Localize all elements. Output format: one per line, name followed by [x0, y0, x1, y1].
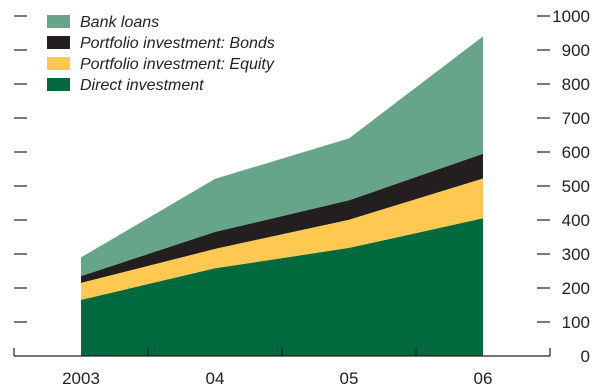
- legend-label-bank-loans: Bank loans: [80, 14, 159, 31]
- y-tick-label: 200: [562, 279, 590, 298]
- legend-swatch-portfolio-investment-equity: [47, 57, 70, 70]
- legend-label-direct-investment: Direct investment: [80, 77, 204, 94]
- area-portfolio-investment-bonds: [81, 153, 483, 283]
- area-direct-investment: [81, 218, 483, 356]
- area-bank-loans: [81, 36, 483, 277]
- x-tick-label: 05: [340, 369, 359, 388]
- y-tick-label: 0: [581, 347, 590, 366]
- legend-swatch-portfolio-investment-bonds: [47, 36, 70, 49]
- x-tick-label: 2003: [62, 369, 100, 388]
- area-series-group: [81, 36, 483, 356]
- y-tick-label: 900: [562, 41, 590, 60]
- legend-swatch-bank-loans: [47, 15, 70, 28]
- legend-label-portfolio-investment-bonds: Portfolio investment: Bonds: [80, 35, 275, 52]
- y-tick-label: 100: [562, 313, 590, 332]
- legend: Bank loans Portfolio investment: Bonds Por…: [47, 14, 275, 94]
- y-tick-label: 500: [562, 177, 590, 196]
- y-tick-label: 300: [562, 245, 590, 264]
- y-tick-label: 400: [562, 211, 590, 230]
- y-tick-label: 600: [562, 143, 590, 162]
- y-tick-label: 700: [562, 109, 590, 128]
- axes-group: 2003 04 05 06 0 100 200 300 400 500 600 700 800 900 10…: [13, 7, 590, 388]
- legend-swatch-direct-investment: [47, 78, 70, 91]
- x-tick-label: 06: [474, 369, 493, 388]
- x-tick-label: 04: [206, 369, 225, 388]
- y-tick-label: 1000: [552, 7, 590, 26]
- y-tick-label: 800: [562, 75, 590, 94]
- legend-label-portfolio-investment-equity: Portfolio investment: Equity: [80, 56, 275, 73]
- area-portfolio-investment-equity: [81, 178, 483, 300]
